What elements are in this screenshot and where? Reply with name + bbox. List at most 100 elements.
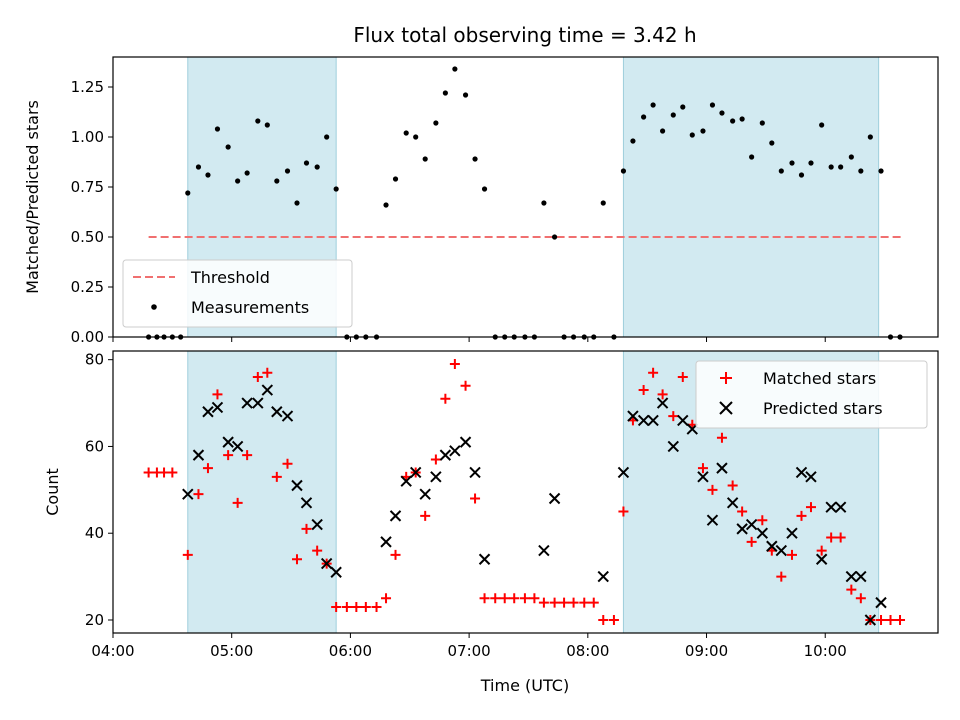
y-tick-label: 1.00	[71, 128, 104, 146]
data-point	[271, 471, 282, 482]
data-point	[223, 450, 234, 461]
data-point	[858, 168, 864, 174]
data-point	[757, 515, 768, 526]
data-point	[549, 597, 560, 608]
data-point	[439, 449, 452, 461]
data-point	[588, 597, 599, 608]
data-point	[403, 130, 409, 136]
data-point	[400, 475, 412, 487]
data-point	[509, 593, 520, 604]
data-point	[855, 570, 867, 583]
data-point	[311, 518, 323, 531]
data-point	[202, 463, 213, 474]
data-point	[617, 466, 630, 479]
data-point	[700, 128, 706, 134]
data-point	[638, 385, 649, 396]
data-point	[320, 557, 333, 570]
legend-matched-label: Matched stars	[763, 369, 876, 388]
x-axis-label: Time (UTC)	[480, 676, 569, 695]
data-point	[314, 164, 320, 170]
data-point	[745, 518, 758, 531]
data-point	[303, 160, 310, 166]
data-point	[381, 593, 392, 604]
data-point	[231, 440, 244, 453]
data-point	[759, 120, 765, 126]
data-point	[499, 593, 510, 604]
data-point	[538, 597, 549, 608]
data-point	[255, 118, 261, 124]
data-point	[680, 104, 686, 110]
data-point	[668, 411, 679, 422]
data-point	[808, 160, 814, 166]
data-point	[834, 501, 847, 513]
ratio-panel-frame	[112, 56, 939, 338]
data-point	[816, 545, 827, 556]
data-point	[301, 523, 312, 534]
data-point	[222, 436, 234, 448]
count-panel-frame	[112, 350, 939, 634]
x-tick-label: 06:00	[329, 642, 372, 660]
data-point	[383, 202, 389, 208]
y-tick-label: 0.00	[71, 328, 104, 346]
data-point	[719, 110, 725, 116]
data-point	[291, 554, 302, 565]
count-panel-y-axis-label: Count	[43, 468, 62, 516]
data-point	[333, 186, 339, 192]
ratio-panel-shaded-intervals	[187, 56, 880, 338]
data-point	[835, 532, 846, 543]
data-point	[541, 200, 547, 206]
data-point	[697, 463, 708, 474]
data-point	[193, 489, 204, 500]
series-matched-stars	[143, 359, 906, 625]
data-point	[756, 527, 769, 539]
data-point	[442, 90, 448, 96]
data-point	[706, 514, 719, 526]
data-point	[597, 570, 609, 583]
data-point	[778, 168, 784, 174]
data-point	[212, 389, 223, 400]
data-point	[749, 154, 755, 160]
data-point	[630, 138, 636, 144]
y-tick-label: 0.75	[71, 178, 104, 196]
data-point	[551, 234, 558, 240]
data-point	[798, 172, 805, 178]
chart-title: Flux total observing time = 3.42 h	[353, 23, 696, 47]
ratio-panel-legend-box	[122, 259, 353, 328]
data-point	[627, 410, 639, 422]
legend-predicted-label: Predicted stars	[763, 399, 883, 418]
data-point	[727, 480, 738, 491]
data-point	[261, 384, 274, 396]
data-point	[848, 154, 854, 160]
data-point	[598, 614, 609, 625]
ratio-panel-y-axis-label: Matched/Predicted stars	[23, 100, 42, 294]
data-point	[341, 601, 352, 612]
data-point	[737, 506, 748, 517]
data-point	[390, 549, 401, 560]
data-point	[291, 479, 303, 492]
data-point	[730, 118, 736, 124]
x-tick-label: 05:00	[210, 642, 253, 660]
shaded-interval-1	[622, 56, 880, 338]
y-tick-label: 0.25	[71, 278, 104, 296]
data-point	[389, 510, 402, 522]
data-point	[786, 549, 797, 560]
data-point	[885, 614, 896, 625]
data-point	[846, 584, 857, 595]
data-point	[192, 449, 205, 461]
data-point	[769, 140, 775, 146]
data-point	[271, 406, 283, 418]
data-point	[670, 112, 676, 118]
ratio-panel-x-ticks	[112, 337, 826, 342]
data-point	[241, 397, 253, 409]
data-point	[182, 549, 193, 560]
data-point	[440, 393, 451, 404]
data-point	[600, 200, 606, 206]
data-point	[795, 466, 808, 479]
data-point	[776, 571, 787, 582]
legend-measurements-swatch	[151, 304, 157, 310]
legend-matched-swatch	[720, 372, 732, 384]
data-point	[716, 462, 728, 474]
data-point	[697, 471, 709, 483]
data-point	[452, 66, 458, 72]
data-point	[689, 132, 695, 138]
